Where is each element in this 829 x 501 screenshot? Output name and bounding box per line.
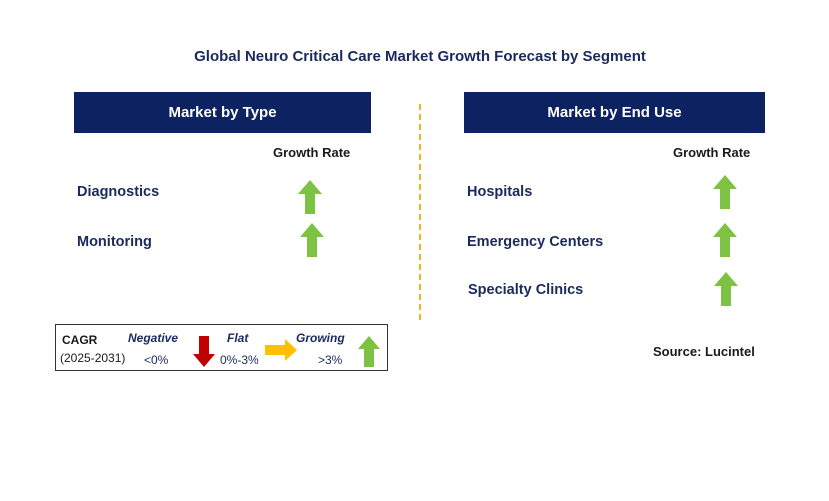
legend-cagr-label: CAGR <box>62 333 98 347</box>
legend-negative-range: <0% <box>144 353 169 367</box>
legend-flat-range: 0%-3% <box>220 353 259 367</box>
chart-title: Global Neuro Critical Care Market Growth… <box>194 48 646 65</box>
market-by-end-use-header-label: Market by End Use <box>547 104 682 121</box>
legend-negative-label: Negative <box>128 331 179 345</box>
up-arrow-icon <box>298 180 322 214</box>
down-arrow-icon <box>193 336 215 367</box>
growth-rate-label-right: Growth Rate <box>673 145 751 160</box>
legend-period-label: (2025-2031) <box>60 351 126 365</box>
segment-label-emergency-centers: Emergency Centers <box>467 234 604 250</box>
segment-label-diagnostics: Diagnostics <box>77 184 160 200</box>
market-by-end-use-header: Market by End Use <box>464 92 765 133</box>
segment-label-monitoring: Monitoring <box>77 234 152 250</box>
up-arrow-icon <box>713 175 737 209</box>
growth-rate-label-left: Growth Rate <box>273 145 351 160</box>
up-arrow-icon <box>713 223 737 257</box>
segment-label-hospitals: Hospitals <box>467 184 533 200</box>
market-by-type-header-label: Market by Type <box>168 104 277 121</box>
market-by-type-header: Market by Type <box>74 92 371 133</box>
segment-label-specialty-clinics: Specialty Clinics <box>468 282 584 298</box>
panel-divider <box>419 104 421 320</box>
source-label: Source: Lucintel <box>653 344 755 359</box>
legend-growing-label: Growing <box>296 331 345 345</box>
right-arrow-icon <box>265 339 297 361</box>
legend-growing-range: >3% <box>318 353 343 367</box>
up-arrow-icon <box>300 223 324 257</box>
cagr-legend: CAGR (2025-2031) Negative <0% Flat 0%-3%… <box>55 324 388 371</box>
up-arrow-icon <box>358 336 380 367</box>
legend-flat-label: Flat <box>227 331 249 345</box>
up-arrow-icon <box>714 272 738 306</box>
